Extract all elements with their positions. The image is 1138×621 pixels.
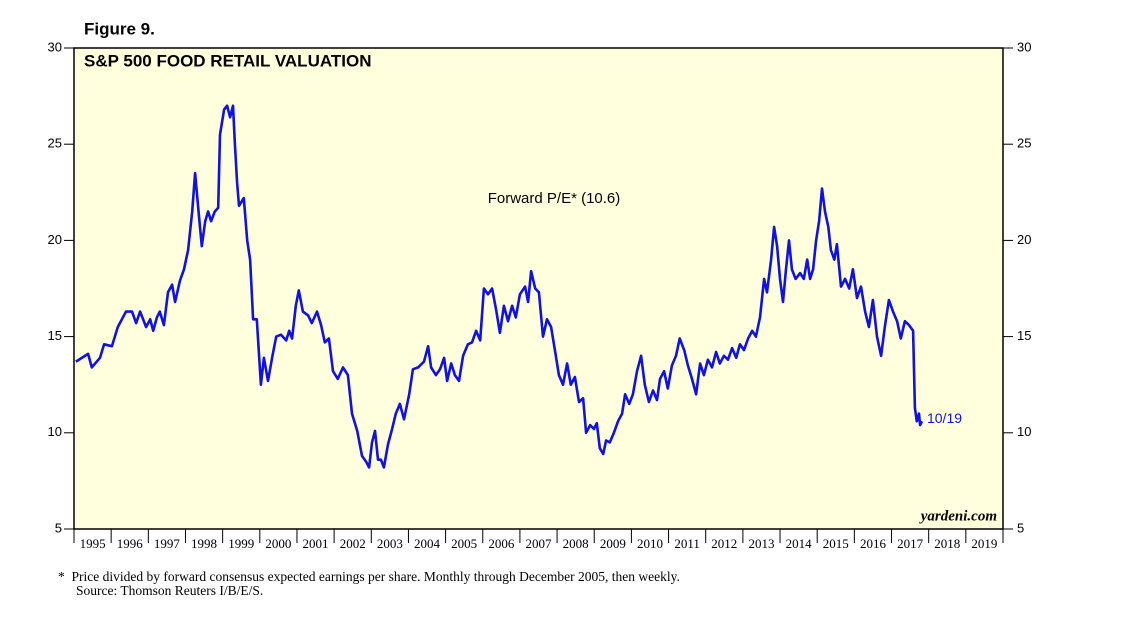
footnote: * Price divided by forward consensus exp…	[58, 569, 680, 584]
watermark: yardeni.com	[919, 508, 997, 524]
x-tick-label: 2000	[265, 536, 291, 551]
chart-title: S&P 500 FOOD RETAIL VALUATION	[84, 51, 371, 70]
x-tick-label: 2007	[526, 536, 553, 551]
y-tick-label: 30	[48, 39, 62, 54]
annotation: Forward P/E* (10.6)	[488, 190, 621, 207]
x-tick-label: 2009	[600, 536, 626, 551]
y2-tick-label: 20	[1017, 232, 1031, 247]
x-tick-label: 1996	[117, 536, 144, 551]
y2-tick-label: 30	[1017, 39, 1031, 54]
x-tick-label: 1998	[191, 536, 217, 551]
y-tick-label: 10	[48, 424, 62, 439]
data-line	[75, 104, 924, 469]
y-tick-label: 5	[55, 520, 62, 535]
x-tick-label: 2002	[340, 536, 366, 551]
y2-tick-label: 25	[1017, 136, 1031, 151]
plot-area	[73, 47, 1004, 530]
x-tick-label: 2016	[860, 536, 887, 551]
y2-tick-label: 5	[1017, 520, 1024, 535]
footnote: Source: Thomson Reuters I/B/E/S.	[76, 583, 263, 598]
x-tick-label: 2010	[637, 536, 663, 551]
y-tick-label: 15	[48, 328, 62, 343]
x-tick-label: 2008	[563, 536, 589, 551]
x-tick-label: 2004	[414, 536, 441, 551]
x-tick-label: 2005	[451, 536, 477, 551]
y2-tick-label: 10	[1017, 424, 1031, 439]
x-tick-label: 2001	[303, 536, 329, 551]
x-tick-label: 2018	[934, 536, 960, 551]
x-tick-label: 2019	[971, 536, 997, 551]
x-tick-label: 1999	[228, 536, 254, 551]
y-tick-label: 20	[48, 232, 62, 247]
x-tick-label: 1995	[80, 536, 106, 551]
figure-label: Figure 9.	[84, 19, 155, 38]
x-tick-label: 2014	[786, 536, 813, 551]
x-tick-label: 2015	[823, 536, 849, 551]
y2-tick-label: 15	[1017, 328, 1031, 343]
y-tick-label: 25	[48, 136, 62, 151]
x-tick-label: 2017	[897, 536, 924, 551]
end-label: 10/19	[927, 410, 962, 426]
x-tick-label: 2003	[377, 536, 403, 551]
x-tick-label: 2012	[711, 536, 737, 551]
x-tick-label: 2011	[674, 536, 700, 551]
x-tick-label: 2013	[748, 536, 774, 551]
x-tick-label: 2006	[488, 536, 515, 551]
x-tick-label: 1997	[154, 536, 181, 551]
